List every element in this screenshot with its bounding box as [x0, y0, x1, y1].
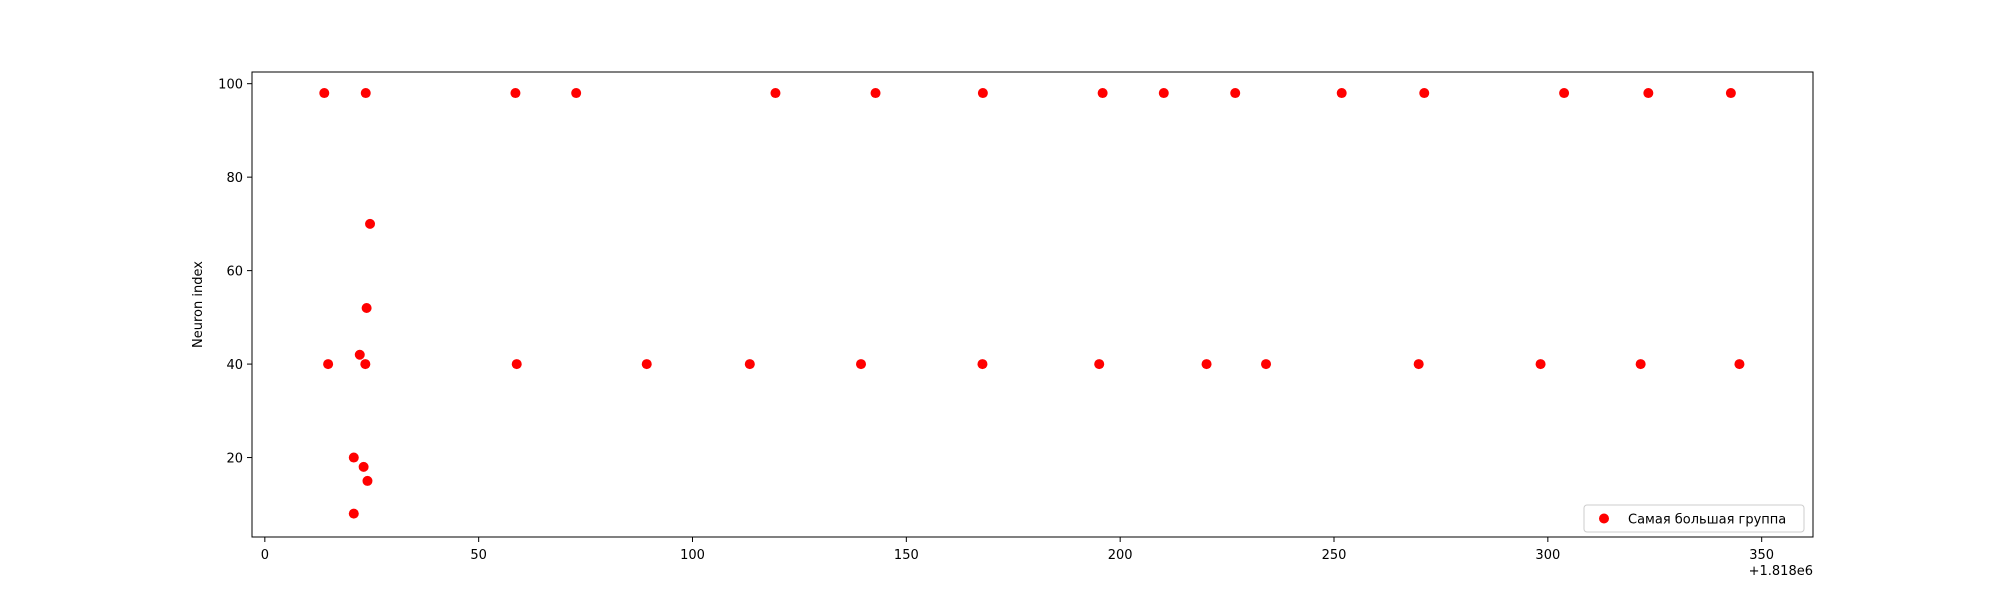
data-point	[770, 88, 781, 99]
y-tick-label: 40	[226, 358, 243, 373]
y-tick-label: 20	[226, 452, 243, 467]
data-point	[323, 359, 334, 370]
x-tick-label: 150	[894, 548, 919, 563]
x-tick-label: 0	[261, 548, 269, 563]
data-point	[1201, 359, 1212, 370]
data-point	[1643, 88, 1654, 99]
data-point	[1419, 88, 1430, 99]
y-tick-label: 80	[226, 171, 243, 186]
data-point	[358, 461, 369, 472]
data-point	[1230, 88, 1241, 99]
x-tick-label: 350	[1749, 548, 1774, 563]
data-point	[641, 359, 652, 370]
y-axis-label: Neuron index	[191, 261, 206, 348]
data-point	[856, 359, 867, 370]
data-point	[1635, 359, 1646, 370]
data-point	[354, 349, 365, 360]
data-point	[1559, 88, 1570, 99]
data-point	[511, 359, 522, 370]
data-points	[319, 88, 1745, 519]
data-point	[744, 359, 755, 370]
legend-box	[1583, 504, 1805, 533]
x-axis-offset-label: +1.818e6	[1749, 564, 1813, 579]
data-point	[1336, 88, 1347, 99]
data-point	[1097, 88, 1108, 99]
plot-frame	[251, 71, 1814, 538]
y-tick-label: 60	[226, 265, 243, 280]
x-tick-label: 300	[1535, 548, 1560, 563]
data-point	[360, 88, 371, 99]
data-point	[870, 88, 881, 99]
data-point	[1725, 88, 1736, 99]
data-point	[1261, 359, 1272, 370]
x-tick-label: 250	[1322, 548, 1347, 563]
data-point	[1535, 359, 1546, 370]
data-point	[348, 452, 359, 463]
data-point	[1158, 88, 1169, 99]
legend: Самая большая группа	[1583, 504, 1805, 533]
data-point	[1734, 359, 1745, 370]
data-point	[977, 359, 988, 370]
data-point	[510, 88, 521, 99]
data-point	[571, 88, 582, 99]
legend-marker	[1599, 513, 1609, 524]
data-point	[319, 88, 330, 99]
data-point	[360, 359, 371, 370]
x-tick-label: 100	[680, 548, 705, 563]
data-point	[1094, 359, 1105, 370]
x-axis-ticks: 0 50 100 150 200 250 300 350	[261, 537, 1774, 563]
legend-label: Самая большая группа	[1628, 513, 1786, 528]
y-axis-ticks: 20 40 60 80 100	[218, 78, 252, 467]
data-point	[361, 303, 372, 314]
data-point	[1413, 359, 1424, 370]
data-point	[348, 508, 359, 519]
data-point	[977, 88, 988, 99]
x-tick-label: 200	[1108, 548, 1133, 563]
data-point	[362, 475, 373, 486]
data-point	[365, 218, 376, 229]
y-tick-label: 100	[218, 78, 243, 93]
x-tick-label: 50	[470, 548, 487, 563]
